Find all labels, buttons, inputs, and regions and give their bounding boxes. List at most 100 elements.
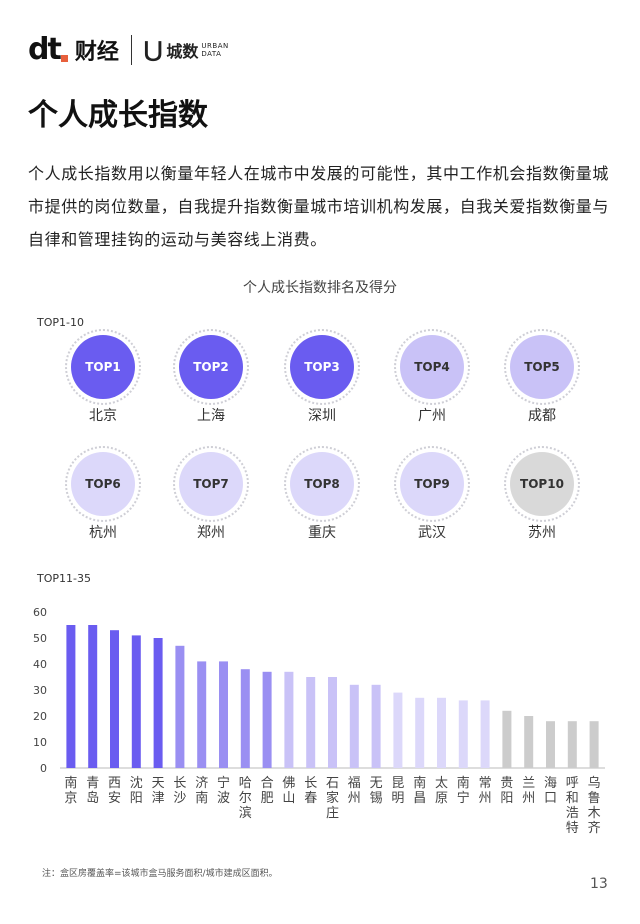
x-category-label: 佛山: [282, 776, 295, 806]
bar: [480, 700, 490, 768]
x-category-label: 无锡: [370, 776, 383, 806]
rank-circle-ring: [504, 446, 580, 522]
y-tick-label: 60: [33, 606, 47, 619]
urban-data-logo-en: URBAN DATA: [201, 42, 229, 58]
rank-circle: TOP1: [65, 329, 141, 405]
y-tick-label: 30: [33, 684, 47, 697]
bar: [153, 638, 163, 768]
rank-city-name: 苏州: [528, 525, 556, 541]
bar: [131, 635, 141, 768]
rank-label: TOP4: [400, 335, 464, 399]
page-title: 个人成长指数: [28, 98, 208, 133]
rank-circle: TOP2: [173, 329, 249, 405]
rank-city-name: 北京: [89, 408, 117, 424]
x-category-label: 沈阳: [130, 776, 143, 806]
rank-city-name: 郑州: [197, 525, 225, 541]
rank-circle-ring: [394, 446, 470, 522]
rank-city-name: 广州: [418, 408, 446, 424]
rank-circle: TOP6: [65, 446, 141, 522]
rank-circle: TOP4: [394, 329, 470, 405]
bar: [437, 697, 446, 768]
bar: [88, 625, 98, 768]
bar: [175, 645, 185, 768]
x-category-label: 乌鲁木齐: [588, 775, 601, 836]
bar: [524, 716, 534, 768]
rank-circle: TOP3: [284, 329, 360, 405]
rank-label: TOP10: [510, 452, 574, 516]
rank-city-name: 杭州: [89, 525, 117, 541]
y-tick-label: 0: [40, 762, 47, 775]
rank-city-name: 重庆: [308, 525, 336, 541]
x-category-label: 石家庄: [326, 776, 339, 821]
top35-section-label: TOP11-35: [37, 572, 91, 585]
bar: [393, 692, 403, 768]
x-category-label: 兰州: [522, 776, 535, 806]
bar: [197, 661, 207, 768]
footnote: 注：盒区房覆盖率=该城市盒马服务面积/城市建成区面积。: [42, 869, 278, 879]
x-category-label: 合肥: [261, 776, 274, 806]
rank-label: TOP9: [400, 452, 464, 516]
bar: [306, 677, 316, 768]
x-category-label: 宁波: [217, 775, 230, 806]
y-tick-label: 20: [33, 710, 47, 723]
x-category-label: 南京: [64, 775, 77, 806]
urban-data-logo-icon: ⋃: [143, 37, 163, 63]
x-category-label: 济南: [195, 776, 208, 806]
rank-label: TOP5: [510, 335, 574, 399]
x-category-label: 西安: [108, 776, 121, 806]
bar: [415, 697, 425, 768]
rank-label: TOP7: [179, 452, 243, 516]
rank-circle-ring: [504, 329, 580, 405]
x-category-label: 常州: [479, 776, 492, 806]
bar: [284, 671, 294, 768]
y-tick-label: 40: [33, 658, 47, 671]
y-tick-label: 10: [33, 736, 47, 749]
x-category-label: 长春: [304, 776, 317, 806]
rank-circle-ring: [65, 446, 141, 522]
rank-circle: TOP8: [284, 446, 360, 522]
bar: [589, 721, 599, 768]
rank-circle-ring: [284, 329, 360, 405]
rank-label: TOP2: [179, 335, 243, 399]
bar: [567, 721, 577, 768]
header-logos: dt 财经 ⋃ 城数 URBAN DATA: [28, 30, 229, 70]
rank-circle: TOP10: [504, 446, 580, 522]
y-tick-label: 50: [33, 632, 47, 645]
rank-label: TOP3: [290, 335, 354, 399]
x-category-label: 天津: [152, 776, 165, 806]
x-category-label: 太原: [435, 776, 448, 806]
x-category-label: 昆明: [391, 776, 404, 806]
logo-divider: [130, 35, 132, 65]
bar: [458, 700, 468, 768]
rank-circle-ring: [394, 329, 470, 405]
x-category-label: 青岛: [86, 776, 99, 806]
rank-city-name: 上海: [197, 408, 225, 424]
bar: [110, 630, 119, 768]
x-category-label: 福州: [348, 776, 361, 806]
caijing-logo-text: 财经: [74, 40, 119, 65]
x-category-label: 贵阳: [500, 776, 513, 806]
rank-city-name: 成都: [528, 408, 556, 424]
x-category-label: 南昌: [413, 775, 426, 806]
description-paragraph: 个人成长指数用以衡量年轻人在城市中发展的可能性，其中工作机会指数衡量城市提供的岗…: [28, 164, 610, 249]
bar: [371, 684, 381, 768]
x-category-label: 呼和浩特: [566, 776, 579, 836]
rank-circle: TOP7: [173, 446, 249, 522]
rank-label: TOP8: [290, 452, 354, 516]
bar: [502, 710, 512, 768]
bar: [219, 661, 228, 768]
rank-circle-ring: [173, 446, 249, 522]
x-category-label: 哈尔滨: [239, 776, 252, 821]
bar: [262, 671, 272, 768]
rank-circle-ring: [284, 446, 360, 522]
rank-circle: TOP9: [394, 446, 470, 522]
chart-title: 个人成长指数排名及得分: [243, 280, 397, 296]
bar: [546, 721, 555, 768]
x-category-label: 南宁: [457, 775, 470, 806]
bar: [240, 669, 250, 768]
rank-city-name: 深圳: [308, 408, 336, 424]
urban-data-logo-text: 城数: [166, 42, 199, 61]
bar: [328, 677, 337, 768]
page-number: 13: [590, 876, 608, 892]
bar: [349, 684, 359, 768]
